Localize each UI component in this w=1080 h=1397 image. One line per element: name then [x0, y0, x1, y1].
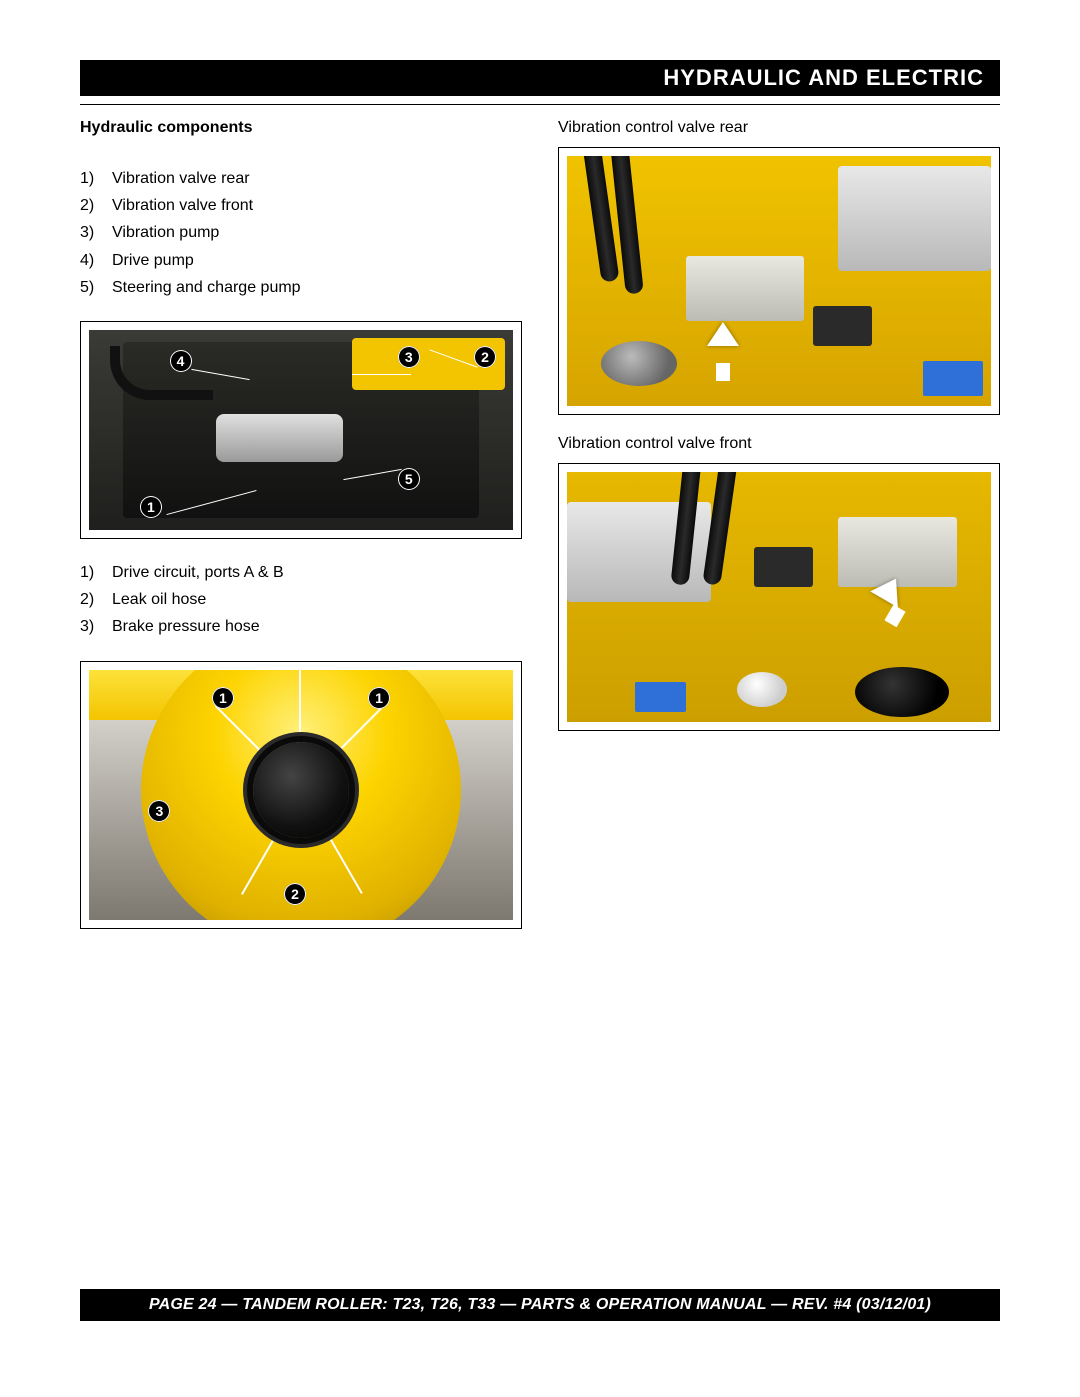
page: HYDRAULIC AND ELECTRIC Hydraulic compone…: [0, 0, 1080, 1397]
list-item: 4)Drive pump: [80, 247, 522, 274]
figure-caption: Vibration control valve front: [558, 435, 1000, 453]
list-text: Vibration pump: [112, 219, 219, 246]
right-column: Vibration control valve rear Vibration c…: [558, 119, 1000, 949]
two-column-layout: Hydraulic components 1)Vibration valve r…: [80, 119, 1000, 949]
section-title-bar: HYDRAULIC AND ELECTRIC: [80, 60, 1000, 96]
figure-caption: Vibration control valve rear: [558, 119, 1000, 137]
pointer-arrow-icon: [707, 322, 739, 346]
intake-hose-shape: [110, 346, 213, 400]
list-item: 1)Drive circuit, ports A & B: [80, 559, 522, 586]
callout-2: 2: [474, 346, 496, 368]
valve-block-shape: [686, 256, 805, 321]
list-num: 2): [80, 192, 112, 219]
list-num: 1): [80, 165, 112, 192]
list-item: 1)Vibration valve rear: [80, 165, 522, 192]
list-text: Steering and charge pump: [112, 274, 301, 301]
list-num: 5): [80, 274, 112, 301]
callout-1b: 1: [368, 687, 390, 709]
pointer-arrow-stem: [716, 363, 730, 381]
blue-component: [635, 682, 686, 712]
subheading: Hydraulic components: [80, 119, 522, 137]
list-text: Drive circuit, ports A & B: [112, 559, 284, 586]
list-item: 3)Vibration pump: [80, 219, 522, 246]
list-num: 2): [80, 586, 112, 613]
solenoid-shape: [813, 306, 872, 346]
solenoid-shape: [754, 547, 813, 587]
left-column: Hydraulic components 1)Vibration valve r…: [80, 119, 522, 949]
pump-cylinder-shape: [216, 414, 343, 462]
callout-4: 4: [170, 350, 192, 372]
title-rule: [80, 104, 1000, 105]
figure-valve-rear: [558, 147, 1000, 415]
callout-3: 3: [148, 800, 170, 822]
valve-block-shape: [838, 517, 957, 587]
footer-text: PAGE 24 — TANDEM ROLLER: T23, T26, T33 —…: [149, 1296, 931, 1313]
list-item: 2)Leak oil hose: [80, 586, 522, 613]
figure-valve-front: [558, 463, 1000, 731]
blue-component: [923, 361, 982, 396]
figure-hydraulic-components: 1 2 3 4 5: [80, 321, 522, 539]
cap-shape: [855, 667, 948, 717]
callout-5: 5: [398, 468, 420, 490]
callout-2: 2: [284, 883, 306, 905]
list-text: Leak oil hose: [112, 586, 206, 613]
photo-valve-front: [567, 472, 991, 722]
list-text: Vibration valve rear: [112, 165, 250, 192]
parts-list-2: 1)Drive circuit, ports A & B 2)Leak oil …: [80, 559, 522, 641]
pointer-arrow-stem: [884, 605, 905, 628]
list-item: 2)Vibration valve front: [80, 192, 522, 219]
callout-3: 3: [398, 346, 420, 368]
photo-engine-bay: 1 2 3 4 5: [89, 330, 513, 530]
figure-drum: 1 1 2 3: [80, 661, 522, 929]
callout-leader: [352, 374, 411, 375]
callout-1: 1: [140, 496, 162, 518]
list-text: Brake pressure hose: [112, 613, 260, 640]
list-num: 3): [80, 219, 112, 246]
drum-hub: [253, 742, 349, 838]
footer-bar: PAGE 24 — TANDEM ROLLER: T23, T26, T33 —…: [80, 1289, 1000, 1321]
list-item: 3)Brake pressure hose: [80, 613, 522, 640]
section-title: HYDRAULIC AND ELECTRIC: [663, 65, 984, 91]
list-item: 5)Steering and charge pump: [80, 274, 522, 301]
parts-list-1: 1)Vibration valve rear 2)Vibration valve…: [80, 165, 522, 301]
disc-shape: [601, 341, 677, 386]
cap-shape: [737, 672, 788, 707]
list-num: 4): [80, 247, 112, 274]
list-text: Vibration valve front: [112, 192, 253, 219]
pump-shape: [838, 166, 991, 271]
callout-1a: 1: [212, 687, 234, 709]
list-text: Drive pump: [112, 247, 194, 274]
photo-valve-rear: [567, 156, 991, 406]
photo-drum: 1 1 2 3: [89, 670, 513, 920]
list-num: 3): [80, 613, 112, 640]
list-num: 1): [80, 559, 112, 586]
